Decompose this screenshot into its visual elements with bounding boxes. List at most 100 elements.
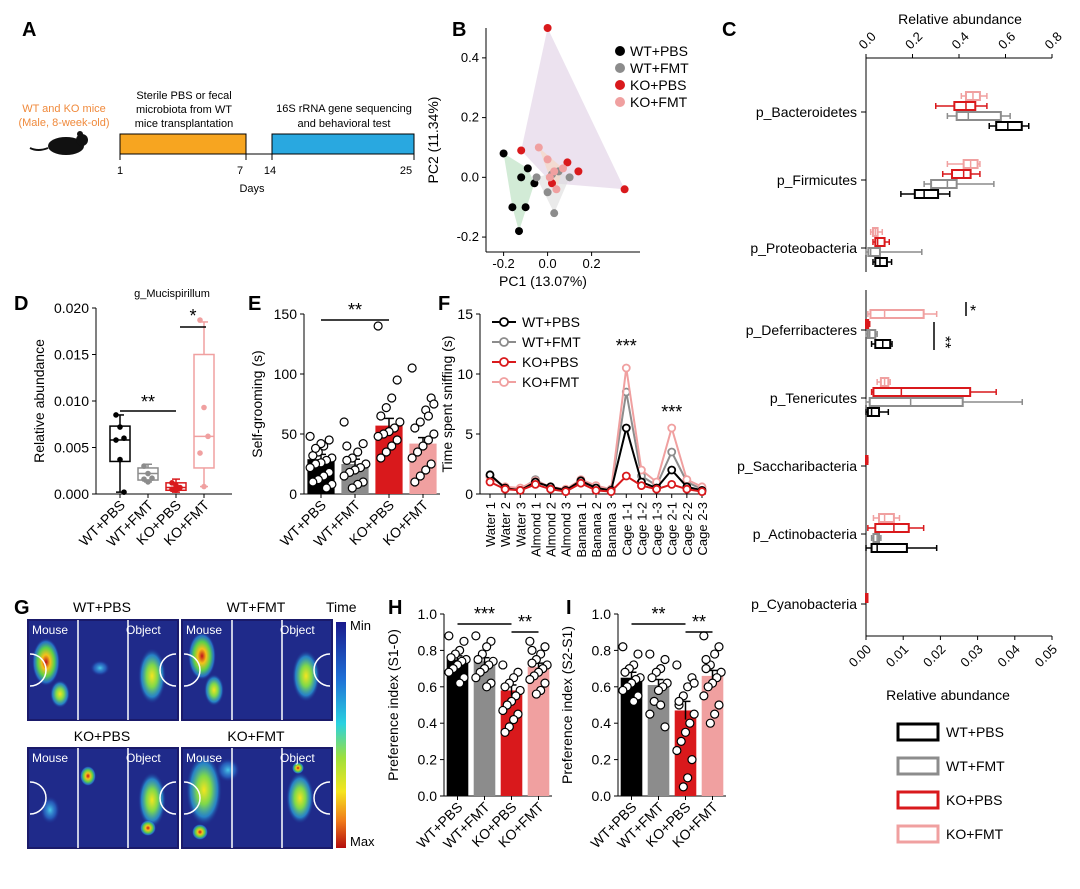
data-point: [689, 709, 699, 719]
zone-label-mouse: Mouse: [32, 751, 68, 765]
x-tick-label: Almond 1: [528, 502, 543, 557]
legend-label: KO+PBS: [630, 77, 686, 93]
series-point: [667, 423, 677, 433]
phase1-text-3: mice transplantation: [135, 118, 233, 130]
box-KO+PBS: [953, 101, 977, 111]
data-point: [415, 417, 425, 427]
data-point: [121, 489, 127, 495]
top-tick-label: 0.8: [1042, 29, 1065, 52]
data-point: [117, 456, 123, 463]
series-point: [606, 487, 616, 497]
y-tick-label: 0.000: [54, 486, 89, 502]
y-tick-label: 0.4: [461, 50, 479, 65]
data-point: [444, 631, 454, 641]
x-tick-label: Water 3: [513, 502, 528, 547]
legend-label: WT+PBS: [522, 314, 580, 330]
data-point: [201, 404, 207, 411]
data-point: [672, 660, 682, 670]
x-tick-label: Cage 2-2: [680, 502, 695, 555]
category-label: p_Deferribacteres: [746, 322, 857, 338]
series-point: [546, 484, 555, 494]
scatter-point: [515, 227, 523, 236]
data-point: [381, 447, 391, 457]
x-tick-label: -0.2: [492, 256, 514, 271]
series-point: [667, 465, 677, 475]
heatmap-ko-fmt: [181, 747, 333, 849]
panel-b: -0.2 0.0 0.2 -0.2 0.0 0.2 0.4 PC1 (13.07%) PC2 (…: [425, 24, 689, 289]
top-tick-label: 0.4: [949, 29, 972, 52]
panel-g: WT+PBS WT+FMT KO+PBS KO+FMT: [27, 599, 375, 849]
legend-marker: [499, 317, 509, 327]
legend-label: KO+PBS: [522, 354, 578, 370]
heatmap-title-wt-pbs: WT+PBS: [73, 599, 131, 615]
data-point: [353, 447, 363, 457]
box-WT+FMT: [872, 533, 881, 543]
box-KO+FMT: [193, 353, 215, 469]
heatmap-wt-fmt: [181, 619, 333, 721]
legend-marker: [615, 46, 625, 56]
series-point: [682, 475, 692, 485]
data-point: [444, 667, 454, 677]
data-point: [687, 754, 697, 765]
data-point: [305, 463, 315, 473]
box-KO+PBS: [872, 387, 972, 397]
data-point: [149, 475, 155, 481]
legend-marker: [615, 80, 625, 90]
data-point: [540, 678, 550, 688]
x-tick-label: Almond 2: [544, 502, 559, 557]
data-point: [410, 477, 420, 487]
box-WT+PBS: [874, 257, 888, 267]
bar-WT+PBS: [620, 677, 643, 796]
panel-i: 0.0 0.2 0.4 0.6 0.8 1.0 Preference index (S2-S…: [559, 604, 726, 852]
panel-c: Relative abundance 0.0 0.2 0.4 0.6 0.8 0.00 0.0…: [737, 11, 1065, 703]
data-point: [429, 429, 439, 439]
data-point: [387, 393, 397, 403]
x-tick-label: Cage 1-3: [650, 502, 665, 555]
data-point: [205, 433, 211, 440]
data-point: [509, 714, 519, 725]
hull-WT+FMT: [536, 171, 570, 214]
y-tick-label: 0.005: [54, 440, 89, 456]
legend-label: WT+FMT: [946, 758, 1005, 774]
scatter-point: [523, 164, 532, 173]
data-point: [418, 441, 428, 451]
phase2-bar: [271, 133, 415, 155]
data-point: [197, 450, 203, 456]
data-point: [141, 463, 147, 469]
scatter-point: [620, 185, 629, 194]
legend-label: WT+FMT: [630, 60, 689, 76]
legend-label: KO+FMT: [946, 826, 1004, 842]
data-point: [527, 645, 537, 656]
data-point: [387, 441, 397, 451]
y-tick-label: -0.2: [457, 229, 479, 244]
category-label: p_Proteobacteria: [750, 240, 857, 256]
data-point: [113, 437, 119, 443]
x-tick-label: Cage 1-2: [634, 502, 649, 555]
scatter-point: [521, 203, 530, 212]
significance-mark: *: [970, 303, 976, 320]
data-point: [500, 727, 510, 737]
bottom-tick-label: 0.00: [846, 642, 875, 671]
x-tick-label: 0.2: [583, 256, 601, 271]
data-point: [676, 736, 686, 747]
data-point: [426, 459, 436, 469]
data-point: [674, 696, 684, 706]
box-WT+PBS: [870, 543, 908, 553]
x-tick-label: Banana 2: [589, 502, 604, 558]
data-point: [381, 403, 391, 413]
cup-outline: [29, 781, 47, 815]
data-point: [321, 483, 332, 493]
data-point: [678, 782, 688, 792]
y-tick-label: 1.0: [592, 606, 612, 622]
zone-label-object: Object: [280, 623, 315, 637]
y-tick-label: 0: [465, 486, 473, 502]
data-point: [653, 685, 664, 696]
scatter-point: [543, 155, 552, 164]
data-point: [500, 682, 510, 692]
zone-label-object: Object: [280, 751, 315, 765]
data-point: [173, 487, 179, 494]
category-label: p_Actinobacteria: [753, 526, 858, 542]
data-point: [471, 631, 481, 641]
